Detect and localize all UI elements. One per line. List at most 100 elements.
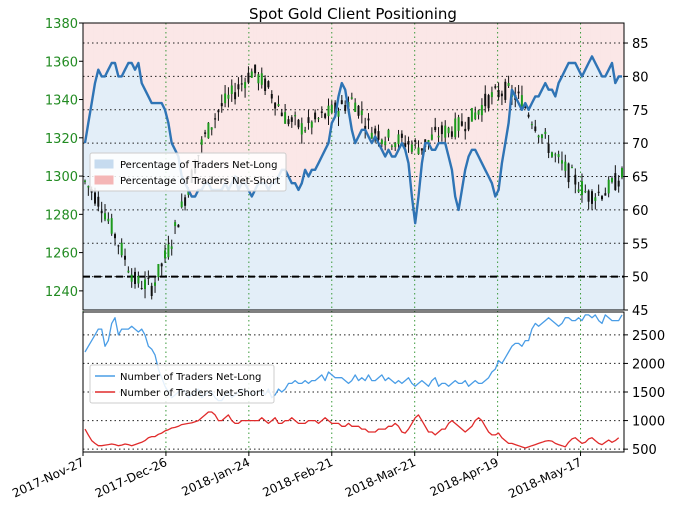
net-long-band	[263, 183, 268, 310]
net-long-band	[200, 189, 204, 310]
net-short-band	[306, 23, 311, 177]
net-short-band	[110, 23, 114, 63]
price-candle-body	[527, 114, 530, 117]
net-short-band	[103, 23, 108, 77]
legend-label: Number of Traders Net-Short	[120, 388, 264, 399]
price-candle-body	[480, 105, 483, 116]
chart-frame-layer	[82, 22, 625, 453]
net-long-band	[546, 89, 551, 310]
price-candle-body	[551, 152, 553, 157]
net-short-band	[350, 23, 354, 130]
net-long-band	[103, 76, 108, 311]
price-candle-body	[297, 119, 300, 128]
net-short-band	[446, 23, 451, 157]
net-short-band	[610, 23, 615, 63]
net-short-band	[333, 23, 338, 117]
price-candle-body	[310, 121, 313, 128]
price-candle-body	[484, 93, 487, 107]
net-short-band	[590, 23, 595, 57]
net-short-band	[256, 23, 261, 184]
net-short-band	[443, 23, 448, 144]
net-short-band	[573, 23, 578, 63]
net-long-band	[323, 149, 328, 310]
net-long-band	[210, 189, 214, 310]
net-short-band	[526, 23, 531, 110]
percent-axis-label: 55	[632, 237, 649, 252]
percent-axis-label: 70	[632, 137, 649, 152]
net-short-band	[193, 23, 198, 197]
net-short-band	[93, 23, 98, 84]
price-candles-layer	[84, 64, 623, 300]
price-candle-body	[617, 180, 620, 187]
net-long-band	[423, 143, 428, 310]
price-axis-label: 1300	[45, 170, 78, 185]
net-long-percentage-line	[83, 55, 622, 225]
net-long-band	[513, 96, 518, 311]
net-long-band	[373, 136, 378, 310]
price-candle-body	[107, 218, 110, 222]
price-candle-body	[444, 125, 447, 138]
net-long-band	[116, 76, 121, 311]
count-axis-label: 500	[632, 443, 657, 458]
net-short-band	[436, 23, 441, 144]
price-candle-body	[257, 74, 260, 84]
net-short-band	[466, 23, 471, 157]
net-short-band	[96, 23, 101, 70]
net-short-band	[463, 23, 468, 170]
net-short-band	[196, 23, 201, 190]
net-short-band	[496, 23, 501, 190]
price-candle-body	[100, 210, 103, 214]
price-candle-body	[144, 279, 146, 289]
net-long-band	[363, 129, 368, 310]
net-short-band	[320, 23, 324, 157]
net-short-band	[366, 23, 371, 137]
net-long-band	[383, 156, 388, 310]
net-short-band	[506, 23, 511, 124]
price-candle-body	[227, 94, 230, 99]
net-short-band	[180, 23, 184, 177]
legend-swatch	[94, 159, 114, 169]
price-candle-body	[474, 112, 477, 119]
net-long-band	[230, 183, 234, 310]
price-axis-label: 1280	[45, 208, 78, 223]
net-long-band	[563, 69, 568, 310]
price-candle-body	[340, 100, 343, 104]
price-candle-body	[430, 134, 433, 140]
net-long-band	[343, 89, 348, 310]
net-long-band	[300, 183, 304, 310]
net-short-band	[416, 23, 421, 197]
legend-box	[89, 364, 275, 404]
price-candle-body	[117, 245, 120, 247]
price-candle-body	[154, 282, 156, 286]
net-short-band	[536, 23, 541, 97]
net-short-count-line	[84, 411, 620, 449]
price-candle-body	[250, 71, 253, 78]
percent-axis-label: 45	[632, 304, 649, 319]
net-short-band	[290, 23, 294, 184]
net-long-band	[220, 189, 224, 310]
price-candle-body	[180, 201, 183, 208]
price-candle-body	[460, 121, 463, 126]
net-long-band	[530, 103, 535, 310]
legend-box	[89, 152, 287, 192]
net-long-band	[316, 163, 321, 310]
net-long-band	[303, 169, 308, 310]
net-long-band	[276, 176, 281, 310]
net-long-band	[146, 96, 151, 311]
net-long-band	[260, 183, 264, 310]
net-long-band	[403, 149, 408, 310]
price-candle-body	[94, 192, 96, 204]
net-short-band	[136, 23, 141, 63]
net-long-band	[380, 149, 384, 310]
net-long-band	[620, 76, 625, 311]
net-short-band	[356, 23, 361, 137]
net-short-band	[480, 23, 484, 164]
net-short-band	[553, 23, 558, 97]
percent-axis-label: 80	[632, 70, 649, 85]
price-candle-body	[607, 179, 610, 194]
net-long-band	[326, 143, 331, 310]
net-short-band	[116, 23, 121, 77]
price-candle-body	[214, 118, 217, 120]
price-candle-body	[290, 117, 293, 122]
price-candle-body	[370, 132, 373, 139]
